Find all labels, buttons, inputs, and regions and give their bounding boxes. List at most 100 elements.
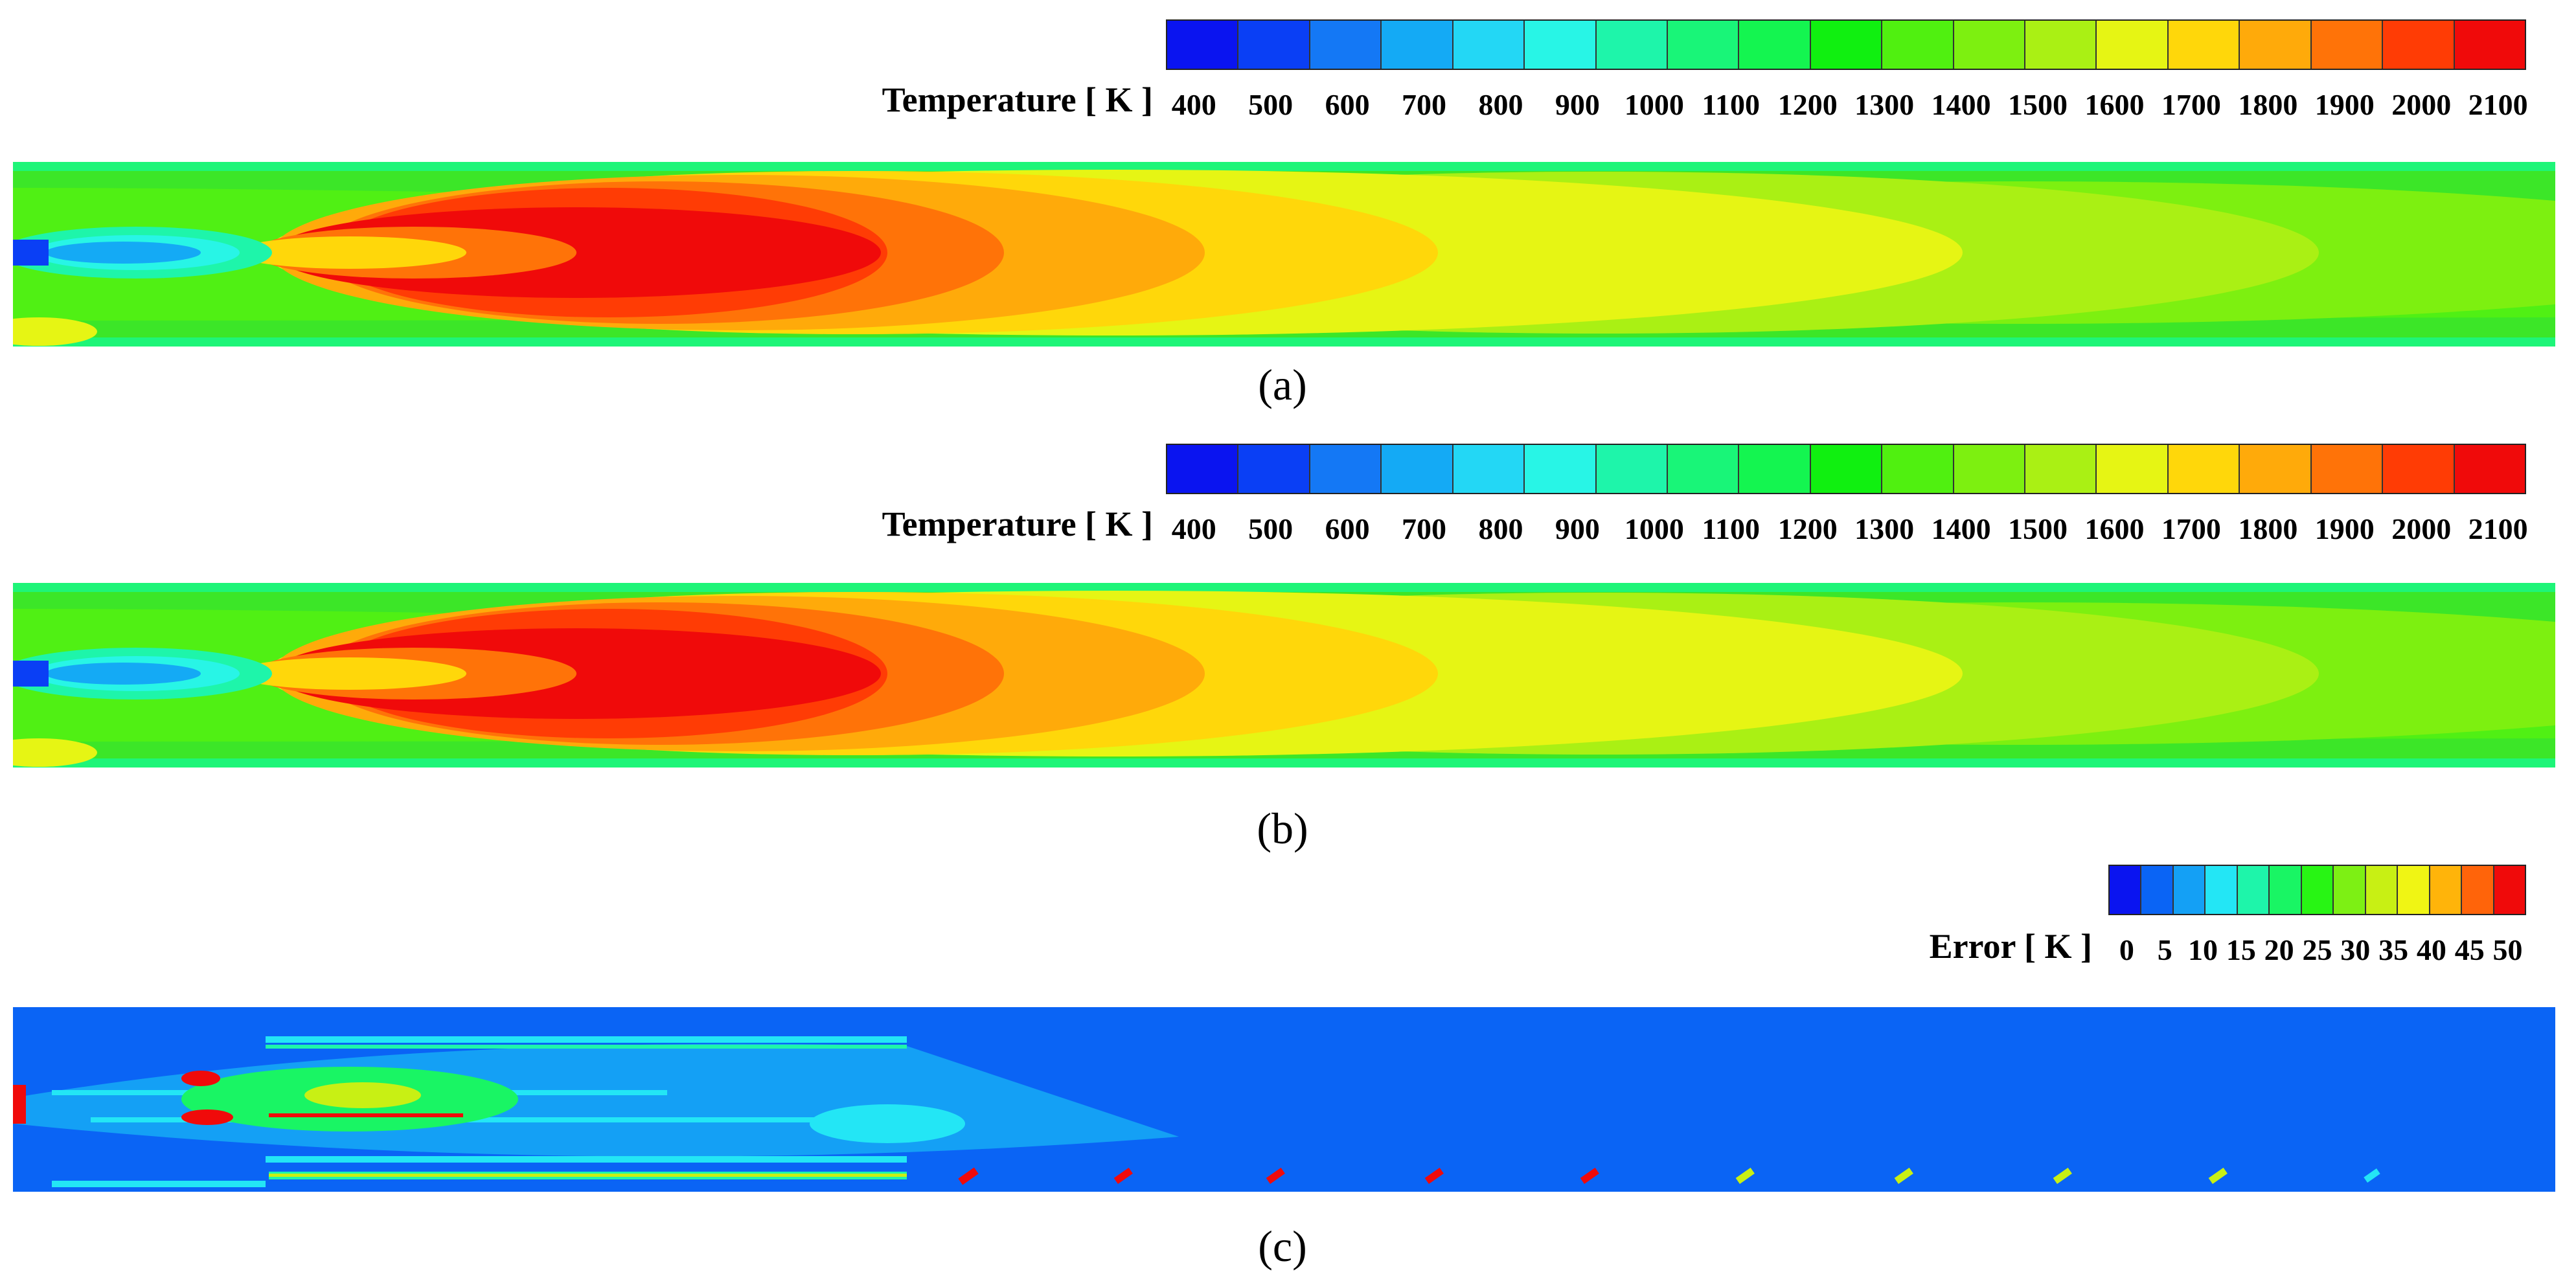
- colorbar-swatch: [2110, 866, 2142, 914]
- panel-caption-a: (a): [1258, 360, 1307, 409]
- colorbar-tick-label: 2000: [2391, 88, 2452, 121]
- colorbar-tick-label: 1800: [2238, 512, 2298, 545]
- colorbar-tick-label: 900: [1555, 88, 1600, 121]
- colorbar-tick-label: 1400: [1931, 88, 1991, 121]
- colorbar-tick-label: 1000: [1624, 88, 1684, 121]
- colorbar-tick-label: 1000: [1624, 512, 1684, 545]
- colorbar-tick-label: 2100: [2468, 512, 2528, 545]
- colorbar-swatch: [2173, 866, 2206, 914]
- colorbar-tick-label: 800: [1478, 512, 1523, 545]
- colorbar-swatch: [1810, 21, 1883, 69]
- colorbar-tick-label: 0: [2119, 933, 2134, 966]
- colorbar-tick-label: 40: [2416, 933, 2446, 966]
- colorbar-tick-label: 1500: [2008, 88, 2068, 121]
- colorbar-tick-label: 700: [1402, 512, 1447, 545]
- colorbar-tick-label: 15: [2226, 933, 2256, 966]
- colorbar-swatch: [2206, 866, 2238, 914]
- colorbar-swatch: [1596, 445, 1668, 493]
- colorbar-tick-label: 1300: [1854, 88, 1915, 121]
- temperature-field-b: [13, 583, 2555, 768]
- colorbar-swatch: [2025, 21, 2097, 69]
- colorbar-tick-label: 1700: [2161, 512, 2221, 545]
- colorbar-tick-label: 1900: [2314, 512, 2375, 545]
- colorbar-swatch: [2383, 445, 2455, 493]
- colorbar-tick-label: 1100: [1702, 512, 1761, 545]
- temperature-colorbar-ticks-a: 400 500 600 700 800 900 1000 1100 1200 1300 1400 15…: [1156, 87, 2536, 122]
- colorbar-tick-label: 500: [1248, 88, 1294, 121]
- temperature-field-a: [13, 162, 2555, 347]
- colorbar-tick-label: 600: [1325, 88, 1370, 121]
- colorbar-swatch: [2097, 21, 2169, 69]
- colorbar-tick-label: 500: [1248, 512, 1294, 545]
- colorbar-label-b: Temperature [ K ]: [882, 505, 1153, 543]
- colorbar-tick-label: 50: [2492, 933, 2523, 966]
- error-colorbar-ticks: 0 5 10 15 20 25 30 35 40 45 50: [2108, 933, 2527, 967]
- colorbar-tick-label: 35: [2378, 933, 2409, 966]
- colorbar-label-a: Temperature [ K ]: [882, 80, 1153, 119]
- colorbar-swatch: [2168, 445, 2240, 493]
- colorbar-swatch: [2237, 866, 2270, 914]
- colorbar-tick-label: 1200: [1777, 512, 1838, 545]
- colorbar-swatch: [2270, 866, 2302, 914]
- colorbar-tick-label: 600: [1325, 512, 1370, 545]
- colorbar-tick-label: 700: [1402, 88, 1447, 121]
- colorbar-tick-label: 1200: [1777, 88, 1838, 121]
- colorbar-tick-label: 1100: [1702, 88, 1761, 121]
- colorbar-swatch: [2168, 21, 2240, 69]
- colorbar-tick-label: 1300: [1854, 512, 1915, 545]
- colorbar-swatch: [2240, 21, 2312, 69]
- panel-caption-c: (c): [1258, 1222, 1307, 1271]
- colorbar-swatch: [2454, 21, 2525, 69]
- colorbar-tick-label: 1900: [2314, 88, 2375, 121]
- colorbar-swatch: [2240, 445, 2312, 493]
- colorbar-swatch: [2365, 866, 2399, 914]
- colorbar-label-c: Error [ K ]: [1929, 927, 2092, 966]
- colorbar-swatch: [1739, 21, 1811, 69]
- error-colorbar: [2108, 865, 2526, 915]
- colorbar-swatch: [2301, 866, 2334, 914]
- colorbar-tick-label: 400: [1171, 88, 1216, 121]
- colorbar-swatch: [1882, 21, 1954, 69]
- colorbar-swatch: [2454, 445, 2525, 493]
- colorbar-swatch: [1382, 445, 1453, 493]
- colorbar-tick-label: 1700: [2161, 88, 2221, 121]
- colorbar-tick-label: 20: [2264, 933, 2294, 966]
- colorbar-swatch: [1739, 445, 1811, 493]
- colorbar-tick-label: 45: [2454, 933, 2485, 966]
- colorbar-swatch: [2494, 866, 2525, 914]
- colorbar-swatch: [2462, 866, 2494, 914]
- colorbar-tick-label: 5: [2157, 933, 2172, 966]
- colorbar-tick-label: 1600: [2084, 88, 2145, 121]
- colorbar-swatch: [2141, 866, 2174, 914]
- colorbar-swatch: [1810, 445, 1883, 493]
- colorbar-swatch: [1525, 445, 1597, 493]
- colorbar-tick-label: 2000: [2391, 512, 2452, 545]
- colorbar-swatch: [1238, 21, 1310, 69]
- colorbar-swatch: [1667, 21, 1740, 69]
- colorbar-tick-label: 30: [2340, 933, 2371, 966]
- colorbar-swatch: [1525, 21, 1597, 69]
- colorbar-swatch: [2383, 21, 2455, 69]
- colorbar-swatch: [1954, 445, 2026, 493]
- colorbar-tick-label: 10: [2188, 933, 2218, 966]
- colorbar-swatch: [2398, 866, 2430, 914]
- colorbar-tick-label: 1500: [2008, 512, 2068, 545]
- temperature-colorbar-ticks-b: 400 500 600 700 800 900 1000 1100 1200 1300 1400 15…: [1156, 512, 2536, 546]
- colorbar-swatch: [1453, 445, 1525, 493]
- colorbar-tick-label: 1600: [2084, 512, 2145, 545]
- colorbar-tick-label: 2100: [2468, 88, 2528, 121]
- error-field: [13, 1007, 2555, 1192]
- colorbar-tick-label: 400: [1171, 512, 1216, 545]
- temperature-colorbar-b: [1166, 444, 2526, 494]
- colorbar-swatch: [1954, 21, 2026, 69]
- colorbar-swatch: [2311, 21, 2384, 69]
- colorbar-swatch: [1667, 445, 1740, 493]
- panel-caption-b: (b): [1257, 804, 1308, 853]
- temperature-colorbar-a: [1166, 19, 2526, 70]
- colorbar-swatch: [1882, 445, 1954, 493]
- colorbar-swatch: [2025, 445, 2097, 493]
- colorbar-swatch: [1167, 21, 1239, 69]
- colorbar-swatch: [1310, 445, 1382, 493]
- colorbar-tick-label: 900: [1555, 512, 1600, 545]
- colorbar-tick-label: 1800: [2238, 88, 2298, 121]
